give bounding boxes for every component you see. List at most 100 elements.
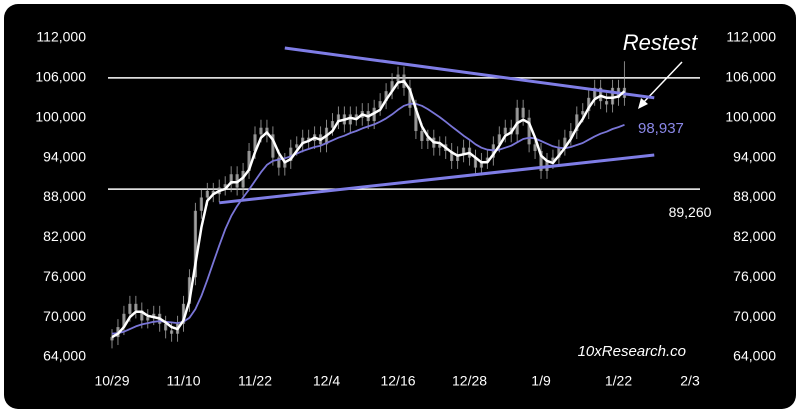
x-tick-label: 11/22 bbox=[238, 373, 272, 389]
watermark: 10xResearch.co bbox=[578, 343, 686, 360]
y2-tick-label: 112,000 bbox=[726, 29, 776, 45]
y2-tick-label: 76,000 bbox=[733, 268, 776, 284]
candle-body bbox=[169, 330, 174, 334]
moving-average-line bbox=[111, 102, 625, 335]
moving-average-line bbox=[111, 79, 626, 339]
candle-body bbox=[450, 150, 454, 161]
candle-body bbox=[265, 127, 269, 135]
candle-body bbox=[146, 317, 150, 321]
trend-line bbox=[284, 46, 655, 100]
candle-body bbox=[354, 114, 358, 118]
candle-body bbox=[485, 157, 490, 161]
candle-body bbox=[539, 150, 543, 171]
candle-body bbox=[599, 87, 603, 102]
candle-body bbox=[122, 313, 126, 328]
candle-body bbox=[610, 87, 615, 105]
candle-body bbox=[587, 97, 591, 112]
candle-body bbox=[259, 127, 263, 135]
x-tick-label: 11/10 bbox=[167, 373, 201, 389]
candle-body bbox=[461, 147, 466, 155]
candle-body bbox=[581, 111, 585, 115]
candle-body bbox=[307, 137, 311, 142]
candle-body bbox=[277, 157, 281, 168]
y-tick-label: 82,000 bbox=[43, 228, 86, 244]
candle-body bbox=[497, 134, 501, 145]
x-tick-label: 2/3 bbox=[680, 373, 700, 389]
candle-body bbox=[241, 170, 245, 188]
candle-body bbox=[110, 337, 114, 341]
candle-body bbox=[533, 144, 537, 151]
candle-body bbox=[515, 107, 519, 135]
candle-body bbox=[247, 150, 251, 171]
y2-tick-label: 94,000 bbox=[733, 148, 776, 164]
candle-body bbox=[211, 190, 215, 195]
candle-body bbox=[295, 144, 299, 148]
end-value-label: 98,937 bbox=[638, 120, 684, 137]
candle-body bbox=[253, 134, 257, 151]
candle-body bbox=[199, 197, 203, 211]
y2-tick-label: 88,000 bbox=[733, 188, 776, 204]
candle-body bbox=[390, 81, 394, 92]
candle-body bbox=[283, 160, 287, 168]
candle-body bbox=[205, 190, 209, 198]
candle-body bbox=[378, 101, 382, 108]
candle-body bbox=[164, 323, 168, 331]
y2-tick-label: 106,000 bbox=[725, 69, 776, 85]
x-tick-label: 1/22 bbox=[605, 373, 632, 389]
candle-body bbox=[557, 147, 561, 158]
y2-tick-label: 82,000 bbox=[733, 228, 776, 244]
candle-body bbox=[223, 184, 227, 188]
y2-tick-label: 100,000 bbox=[725, 108, 776, 124]
candle-body bbox=[551, 157, 555, 161]
candle-body bbox=[181, 303, 186, 324]
y-tick-label: 70,000 bbox=[43, 308, 86, 324]
x-tick-label: 12/16 bbox=[380, 373, 415, 389]
candle-body bbox=[330, 121, 335, 128]
candle-body bbox=[503, 127, 507, 135]
candle-body bbox=[384, 91, 388, 102]
y2-tick-label: 70,000 bbox=[733, 308, 776, 324]
annotation: Restest bbox=[623, 30, 698, 55]
candle-body bbox=[193, 210, 198, 278]
candle-body bbox=[438, 144, 442, 148]
y-tick-label: 88,000 bbox=[43, 188, 86, 204]
candle-body bbox=[456, 154, 460, 161]
hline-label: 89,260 bbox=[669, 204, 712, 220]
candle-body bbox=[575, 114, 579, 132]
y-tick-label: 112,000 bbox=[36, 29, 86, 45]
trend-line bbox=[219, 153, 655, 205]
y-tick-label: 64,000 bbox=[43, 348, 86, 364]
candle-body bbox=[527, 117, 531, 145]
candle-body bbox=[128, 303, 132, 314]
candle-body bbox=[426, 137, 430, 142]
candle-body bbox=[414, 107, 418, 132]
y-tick-label: 76,000 bbox=[43, 268, 86, 284]
x-tick-label: 12/4 bbox=[313, 373, 340, 389]
candle-body bbox=[593, 87, 597, 98]
y-tick-label: 100,000 bbox=[35, 108, 86, 124]
x-tick-label: 10/29 bbox=[94, 373, 129, 389]
candle-body bbox=[473, 157, 478, 168]
panel bbox=[4, 4, 796, 409]
arrow-head bbox=[638, 98, 648, 109]
y-tick-label: 94,000 bbox=[43, 148, 86, 164]
candle-body bbox=[569, 131, 573, 138]
candle-body bbox=[336, 114, 341, 122]
candle-body bbox=[348, 114, 352, 125]
y2-tick-label: 64,000 bbox=[733, 348, 776, 364]
y-tick-label: 106,000 bbox=[35, 69, 86, 85]
candle-body bbox=[563, 137, 567, 148]
candle-body bbox=[408, 87, 412, 108]
candle-body bbox=[289, 147, 293, 161]
candle-body bbox=[396, 74, 400, 82]
x-tick-label: 1/9 bbox=[531, 373, 551, 389]
candle-body bbox=[479, 160, 484, 168]
candle-body bbox=[187, 277, 192, 304]
candle-body bbox=[271, 134, 275, 158]
candle-body bbox=[152, 313, 156, 318]
candle-body bbox=[301, 137, 305, 145]
candle-body bbox=[229, 174, 233, 185]
candle-body bbox=[140, 310, 144, 321]
x-tick-label: 12/28 bbox=[452, 373, 487, 389]
